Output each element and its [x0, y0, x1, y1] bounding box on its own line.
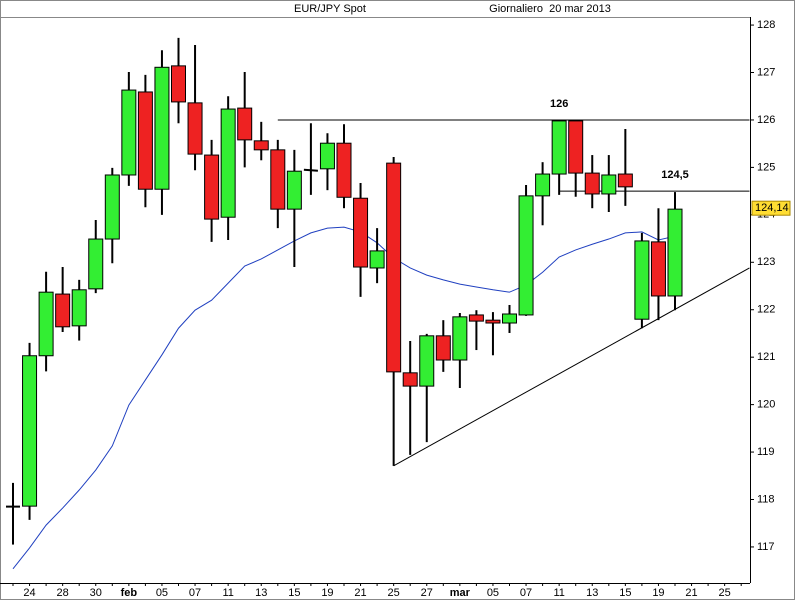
candle-body [270, 149, 286, 210]
y-tick-label: 123 [757, 256, 775, 268]
x-tick-label: 05 [156, 587, 168, 599]
x-tick-label: feb [121, 587, 138, 599]
y-tick-label: 120 [757, 399, 775, 411]
annotation: 126 [550, 98, 568, 110]
candle-body [435, 335, 451, 361]
candle-body [650, 241, 666, 297]
x-tick-label: 07 [520, 587, 532, 599]
candle-body [71, 289, 87, 327]
candle-body [551, 120, 567, 175]
last-price-box [751, 200, 791, 216]
doji [303, 168, 318, 172]
annotation: 124,5 [661, 169, 689, 181]
candle-body [286, 170, 302, 210]
candle-body [617, 173, 633, 188]
candle-body [386, 162, 402, 373]
candle-body [468, 314, 484, 322]
y-tick-label: 126 [757, 114, 775, 126]
candle-body [518, 195, 534, 316]
candle-body [154, 66, 170, 190]
candle-body [220, 108, 236, 218]
candle-body [485, 319, 501, 324]
candle-body [187, 102, 203, 155]
candle-body [336, 142, 352, 198]
x-tick-label: 30 [90, 587, 102, 599]
y-tick-label: 119 [757, 446, 775, 458]
candle-body [419, 335, 435, 387]
candle-body [319, 142, 335, 170]
candle-body [253, 140, 269, 151]
candle-body [502, 313, 517, 324]
candle-body [369, 250, 385, 269]
candle-body [137, 91, 153, 190]
candle-body [237, 107, 253, 141]
x-tick-label: 13 [586, 587, 598, 599]
x-tick-label: 05 [487, 587, 499, 599]
candle-body [55, 293, 71, 328]
chart-subtitle: Giornaliero 20 mar 2013 [489, 3, 611, 15]
y-tick-label: 127 [757, 66, 775, 78]
candle-body [121, 89, 137, 176]
x-tick-label: 19 [652, 587, 664, 599]
candle-body [402, 372, 418, 387]
candle-body [204, 154, 220, 220]
y-tick-label: 125 [757, 161, 775, 173]
x-tick-label: 25 [719, 587, 731, 599]
x-tick-label: 19 [321, 587, 333, 599]
x-tick-label: 15 [288, 587, 300, 599]
candle-body [104, 174, 120, 240]
x-tick-label: mar [450, 587, 471, 599]
x-tick-label: 11 [553, 587, 564, 599]
x-tick-label: 24 [23, 587, 35, 599]
candle-body [353, 197, 369, 268]
x-tick-label: 15 [619, 587, 631, 599]
x-tick-label: 27 [421, 587, 433, 599]
candle-body [22, 355, 38, 507]
trend-line [393, 267, 750, 467]
candle-body [38, 291, 54, 357]
y-tick-label: 117 [757, 541, 775, 553]
x-tick-label: 21 [354, 587, 366, 599]
x-tick-label: 28 [57, 587, 69, 599]
chart-title: EUR/JPY Spot [294, 3, 366, 15]
last-price-label: 124,14 [755, 202, 789, 214]
candle-body [535, 173, 551, 197]
moving-average [12, 226, 676, 570]
y-tick-label: 121 [757, 351, 775, 363]
x-tick-label: 25 [388, 587, 400, 599]
x-tick-label: 11 [222, 587, 233, 599]
candle-body [584, 172, 600, 195]
candle-body [667, 208, 683, 297]
candle-body [568, 120, 584, 174]
candle-body [452, 316, 468, 361]
x-tick-label: 13 [255, 587, 267, 599]
y-tick-label: 128 [757, 19, 775, 31]
candle-body [601, 174, 617, 195]
candle-body [634, 240, 650, 320]
x-tick-label: 07 [189, 587, 201, 599]
x-tick-label: 21 [685, 587, 697, 599]
y-tick-label: 122 [757, 304, 775, 316]
y-tick-label: 118 [757, 493, 775, 505]
candle-body [171, 65, 186, 103]
candle-body [88, 238, 104, 290]
